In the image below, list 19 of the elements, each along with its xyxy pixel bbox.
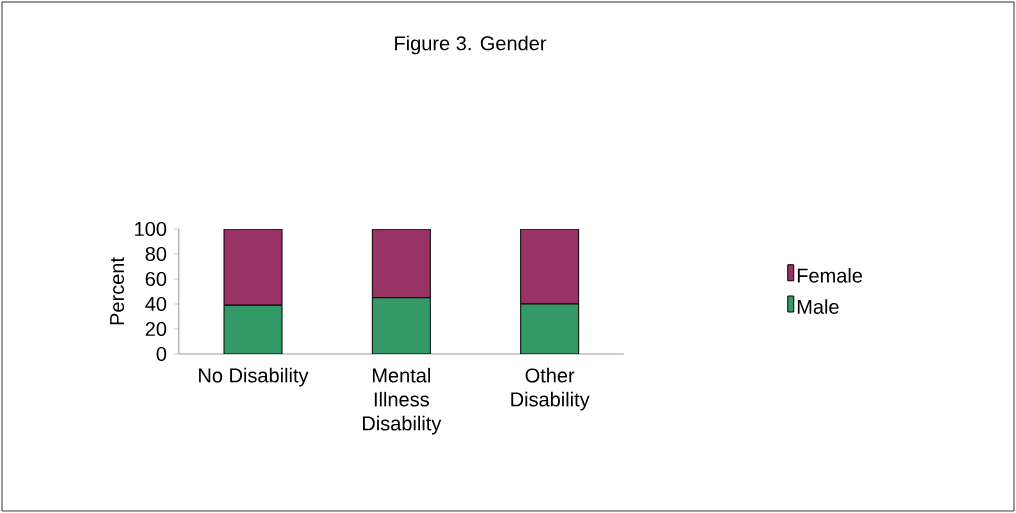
x-tick-label: Mental Illness Disability xyxy=(362,367,442,435)
y-tick-label: 100 xyxy=(135,221,167,237)
chart-title: Figure 3. Gender xyxy=(395,35,547,55)
bar xyxy=(520,303,580,354)
legend-label: Female xyxy=(797,268,863,283)
y-tick-label: 80 xyxy=(145,246,167,262)
x-tick-label: Other Disability xyxy=(511,367,590,411)
bar xyxy=(520,228,580,305)
bar xyxy=(223,304,283,354)
y-tick-label: 40 xyxy=(145,296,167,312)
bar xyxy=(371,228,431,299)
bar xyxy=(223,228,283,306)
x-tick-label: No Disability xyxy=(199,367,309,387)
y-tick-label: 0 xyxy=(156,346,167,362)
y-tick-label: 20 xyxy=(145,321,167,337)
y-axis-title: Percent xyxy=(110,257,125,325)
bar xyxy=(371,297,431,354)
legend-label: Male xyxy=(797,299,839,314)
y-tick-label: 60 xyxy=(145,271,167,287)
